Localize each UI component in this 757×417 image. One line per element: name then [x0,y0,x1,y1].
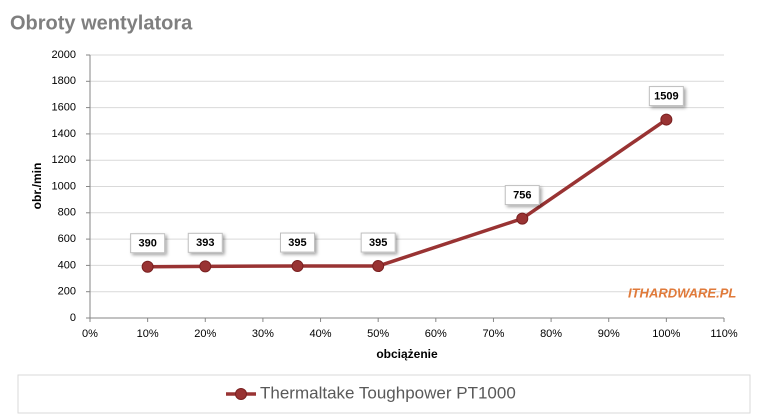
y-tick-label: 200 [58,286,76,298]
series-line [147,118,668,269]
y-tick-label: 400 [58,259,76,271]
data-label-box [504,185,540,206]
y-tick-label: 0 [70,312,76,324]
x-tick-label: 0% [82,328,98,340]
data-point [660,113,673,126]
y-tick-label: 1800 [52,75,76,87]
data-label-box [279,232,315,253]
x-tick-label: 100% [652,328,680,340]
x-tick-label: 70% [482,328,504,340]
legend-marker [235,388,247,400]
x-axis-label: obciążenie [376,347,438,361]
x-tick-label: 60% [425,328,447,340]
x-tick-label: 10% [137,328,159,340]
y-tick-label: 1000 [52,180,76,192]
data-label-box [130,233,166,254]
x-tick-label: 40% [310,328,332,340]
data-point [141,260,154,273]
chart-title: Obroty wentylatora [10,12,193,34]
y-tick-label: 600 [58,233,76,245]
x-tick-label: 80% [540,328,562,340]
data-label-box [187,232,223,253]
data-label: 393 [196,237,214,249]
data-label: 395 [288,237,306,249]
x-tick-label: 110% [710,328,738,340]
y-axis-label: obr./min [30,163,44,210]
x-tick-label: 90% [598,328,620,340]
data-label: 756 [513,189,531,201]
x-tick-label: 50% [367,328,389,340]
y-tick-label: 1600 [52,102,76,114]
data-label: 1509 [654,90,678,102]
y-tick-label: 800 [58,207,76,219]
legend-box [17,374,751,414]
y-tick-label: 1200 [52,154,76,166]
data-point [291,260,304,273]
y-tick-label: 1400 [52,128,76,140]
data-point [516,212,529,225]
data-label-box [648,86,684,107]
legend-label: Thermaltake Toughpower PT1000 [260,383,516,402]
data-label: 390 [138,238,156,250]
data-point [372,260,385,273]
y-tick-label: 2000 [52,49,76,61]
data-point [199,260,212,273]
x-tick-label: 30% [252,328,274,340]
watermark: ITHARDWARE.PL [628,285,736,300]
data-label: 395 [369,237,387,249]
data-label-box [360,232,396,253]
x-tick-label: 20% [194,328,216,340]
